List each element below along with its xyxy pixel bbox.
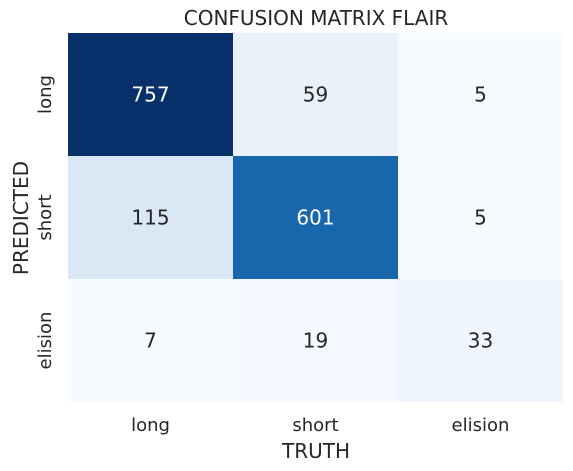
heatmap-cell — [233, 33, 398, 156]
heatmap-cell — [398, 33, 563, 156]
y-tick-labels: long short elision — [35, 75, 56, 369]
heatmap-cell — [68, 156, 233, 279]
cell-value-label: 757 — [131, 83, 169, 107]
cell-value-label: 19 — [303, 329, 328, 353]
heatmap-cell — [68, 33, 233, 156]
y-tick-label: long — [35, 75, 56, 114]
cell-value-label: 33 — [468, 329, 493, 353]
cell-value-label: 115 — [131, 206, 169, 230]
heatmap-cell — [233, 156, 398, 279]
chart-title: CONFUSION MATRIX FLAIR — [184, 6, 449, 30]
y-axis-label: PREDICTED — [9, 161, 33, 275]
cell-value-label: 5 — [474, 206, 487, 230]
y-tick-label: short — [35, 194, 56, 240]
cell-value-label: 5 — [474, 83, 487, 107]
x-axis-label: TRUTH — [281, 439, 350, 463]
x-tick-label: short — [292, 415, 338, 436]
x-tick-label: elision — [452, 415, 510, 436]
x-tick-labels: long short elision — [131, 415, 509, 436]
heatmap-cell — [233, 279, 398, 402]
cell-value-label: 7 — [144, 329, 157, 353]
heatmap-cell — [398, 156, 563, 279]
heatmap-cell — [398, 279, 563, 402]
heatmap-cell-labels: 757 59 5 115 601 5 7 19 33 — [131, 83, 493, 353]
cell-value-label: 601 — [296, 206, 334, 230]
heatmap-cell — [68, 279, 233, 402]
y-tick-label: elision — [35, 312, 56, 370]
x-tick-label: long — [131, 415, 170, 436]
cell-value-label: 59 — [303, 83, 328, 107]
heatmap-cells — [68, 33, 563, 402]
